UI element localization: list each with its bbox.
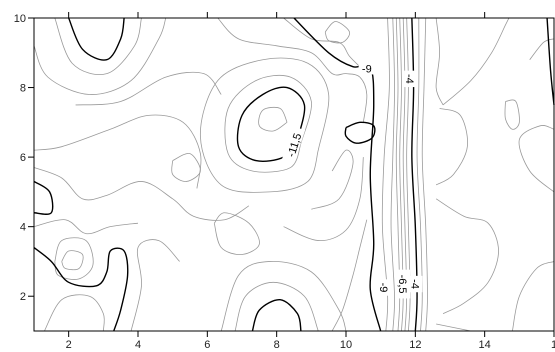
- y-tick-label: 4: [20, 222, 26, 234]
- contour-line-bold: [33, 180, 54, 215]
- contour-line-bold: [293, 17, 382, 332]
- contour-line: [75, 71, 222, 106]
- contour-line: [504, 99, 520, 130]
- contour-line: [33, 17, 167, 95]
- x-tick-label: 12: [409, 339, 421, 351]
- contour-line: [324, 21, 351, 44]
- contour-line: [435, 17, 444, 106]
- contour-line-bold: [68, 17, 125, 61]
- x-tick-label: 8: [274, 339, 280, 351]
- bold-contour-layer: [33, 17, 555, 332]
- contour-label: -6,5: [396, 275, 408, 294]
- contour-line: [512, 261, 555, 332]
- contour-line: [33, 114, 202, 189]
- contour-line: [435, 108, 468, 186]
- contour-line: [421, 17, 428, 332]
- contour-label-layer: -9-4-11,5-6,5-9 -4: [281, 61, 423, 299]
- contour-label: -4: [403, 74, 415, 84]
- contour-label-group: -9: [377, 279, 392, 296]
- contour-line: [61, 250, 84, 271]
- contour-line: [518, 125, 555, 193]
- contour-line: [283, 157, 364, 241]
- contour-line: [217, 17, 368, 123]
- contour-line-bold: [251, 298, 302, 332]
- contour-line: [283, 17, 361, 67]
- contour-line: [54, 237, 94, 280]
- contour-label-bg: [378, 279, 392, 296]
- contour-line: [234, 281, 319, 332]
- contour-label-bg: [404, 70, 418, 88]
- x-tick-label: 2: [66, 339, 72, 351]
- plot-frame: [33, 17, 555, 332]
- y-tick-label: 10: [14, 13, 26, 25]
- contour-line-bold: [33, 246, 129, 332]
- contour-label: -4: [408, 279, 420, 289]
- contour-line: [213, 212, 260, 255]
- contour-label-group: -4: [408, 275, 423, 293]
- contour-line: [390, 17, 395, 332]
- x-tick-label: 10: [340, 339, 352, 351]
- contour-label: -9: [377, 283, 389, 293]
- contour-line: [171, 152, 201, 182]
- contour-line: [331, 219, 368, 332]
- contour-label-group: -6,5: [396, 269, 411, 299]
- contour-label-bg: [281, 126, 306, 164]
- contour-line: [54, 17, 142, 75]
- x-tick-label: 1: [551, 339, 555, 351]
- contour-line-bold: [236, 86, 306, 162]
- contour-label-group: -4: [403, 70, 418, 88]
- contour-line: [442, 17, 510, 106]
- contour-line: [258, 106, 288, 132]
- contour-label: -9: [362, 63, 372, 75]
- x-tick-label: 6: [204, 339, 210, 351]
- contour-label-bg: [358, 61, 375, 75]
- contour-label-group: -9: [358, 61, 375, 75]
- contour-line: [220, 260, 347, 332]
- contour-line: [33, 219, 139, 235]
- contour-line-bold: [546, 17, 555, 106]
- contour-line: [381, 17, 390, 332]
- contour-line: [436, 323, 471, 332]
- contour-label-bg: [397, 269, 411, 299]
- x-tick-label: 14: [479, 339, 491, 351]
- contour-label-bg: [409, 275, 423, 293]
- contour-line: [130, 239, 180, 332]
- contour-line: [224, 74, 312, 173]
- contour-line: [199, 57, 330, 193]
- contour-line: [311, 149, 354, 210]
- y-tick-label: 8: [20, 83, 26, 95]
- y-tick-label: 2: [20, 291, 26, 303]
- contour-line-bold: [344, 121, 376, 144]
- y-tick-label: 6: [20, 152, 26, 164]
- contour-line: [416, 17, 423, 332]
- contour-line: [529, 38, 555, 60]
- contour-line: [44, 294, 105, 332]
- contour-line: [435, 198, 499, 314]
- x-tick-label: 4: [135, 339, 141, 351]
